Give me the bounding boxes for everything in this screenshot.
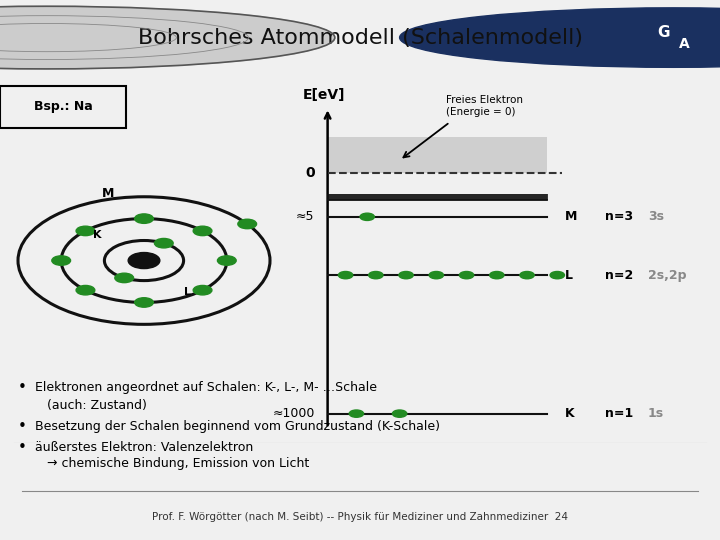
Text: äußerstes Elektron: Valenzelektron: äußerstes Elektron: Valenzelektron bbox=[35, 442, 253, 455]
Text: L: L bbox=[184, 287, 191, 296]
Text: K: K bbox=[565, 407, 575, 420]
FancyBboxPatch shape bbox=[0, 85, 126, 127]
Circle shape bbox=[217, 256, 236, 265]
Text: 0: 0 bbox=[305, 166, 315, 180]
Circle shape bbox=[154, 239, 174, 248]
Text: (auch: Zustand): (auch: Zustand) bbox=[35, 399, 146, 411]
Text: ≈1000: ≈1000 bbox=[272, 407, 315, 420]
Text: Prof. F. Wörgötter (nach M. Seibt) -- Physik für Mediziner und Zahnmediziner  24: Prof. F. Wörgötter (nach M. Seibt) -- Ph… bbox=[152, 512, 568, 522]
Text: 3s: 3s bbox=[648, 210, 664, 224]
Text: M: M bbox=[102, 187, 114, 200]
Circle shape bbox=[238, 219, 256, 229]
Circle shape bbox=[360, 213, 374, 220]
Text: G: G bbox=[657, 25, 670, 40]
Text: n=2: n=2 bbox=[605, 268, 633, 282]
Bar bbox=[328, 137, 547, 173]
Circle shape bbox=[400, 8, 720, 68]
Circle shape bbox=[490, 272, 504, 279]
Text: 1s: 1s bbox=[648, 407, 664, 420]
Text: •: • bbox=[18, 441, 27, 455]
Text: E[eV]: E[eV] bbox=[302, 88, 346, 102]
Text: M: M bbox=[565, 210, 577, 224]
Circle shape bbox=[52, 256, 71, 265]
Circle shape bbox=[429, 272, 444, 279]
Text: → chemische Bindung, Emission von Licht: → chemische Bindung, Emission von Licht bbox=[35, 457, 309, 470]
Circle shape bbox=[135, 214, 153, 224]
Text: L: L bbox=[565, 268, 573, 282]
Text: Bsp.: Na: Bsp.: Na bbox=[34, 100, 93, 113]
Text: ≈5: ≈5 bbox=[296, 210, 315, 224]
Circle shape bbox=[369, 272, 383, 279]
Text: •: • bbox=[18, 380, 27, 395]
Circle shape bbox=[459, 272, 474, 279]
Text: n=1: n=1 bbox=[605, 407, 633, 420]
Circle shape bbox=[76, 286, 95, 295]
Text: Besetzung der Schalen beginnend vom Grundzustand (K-Schale): Besetzung der Schalen beginnend vom Grun… bbox=[35, 420, 439, 433]
Circle shape bbox=[349, 410, 364, 417]
Circle shape bbox=[193, 286, 212, 295]
Circle shape bbox=[76, 226, 95, 235]
Circle shape bbox=[193, 226, 212, 235]
Text: A: A bbox=[679, 37, 689, 51]
Text: Elektronen angeordnet auf Schalen: K-, L-, M- …Schale: Elektronen angeordnet auf Schalen: K-, L… bbox=[35, 381, 377, 394]
Text: K: K bbox=[93, 230, 102, 240]
Circle shape bbox=[114, 273, 134, 282]
Text: n=3: n=3 bbox=[605, 210, 633, 224]
Text: Bohrsches Atommodell (Schalenmodell): Bohrsches Atommodell (Schalenmodell) bbox=[138, 28, 582, 48]
Circle shape bbox=[338, 272, 353, 279]
Circle shape bbox=[520, 272, 534, 279]
Circle shape bbox=[399, 272, 413, 279]
Circle shape bbox=[392, 410, 407, 417]
Circle shape bbox=[0, 6, 335, 69]
Circle shape bbox=[128, 253, 160, 268]
Text: Freies Elektron
(Energie = 0): Freies Elektron (Energie = 0) bbox=[446, 95, 523, 117]
Text: 2s,2p: 2s,2p bbox=[648, 268, 686, 282]
Circle shape bbox=[550, 272, 564, 279]
Circle shape bbox=[135, 298, 153, 307]
Text: •: • bbox=[18, 419, 27, 434]
